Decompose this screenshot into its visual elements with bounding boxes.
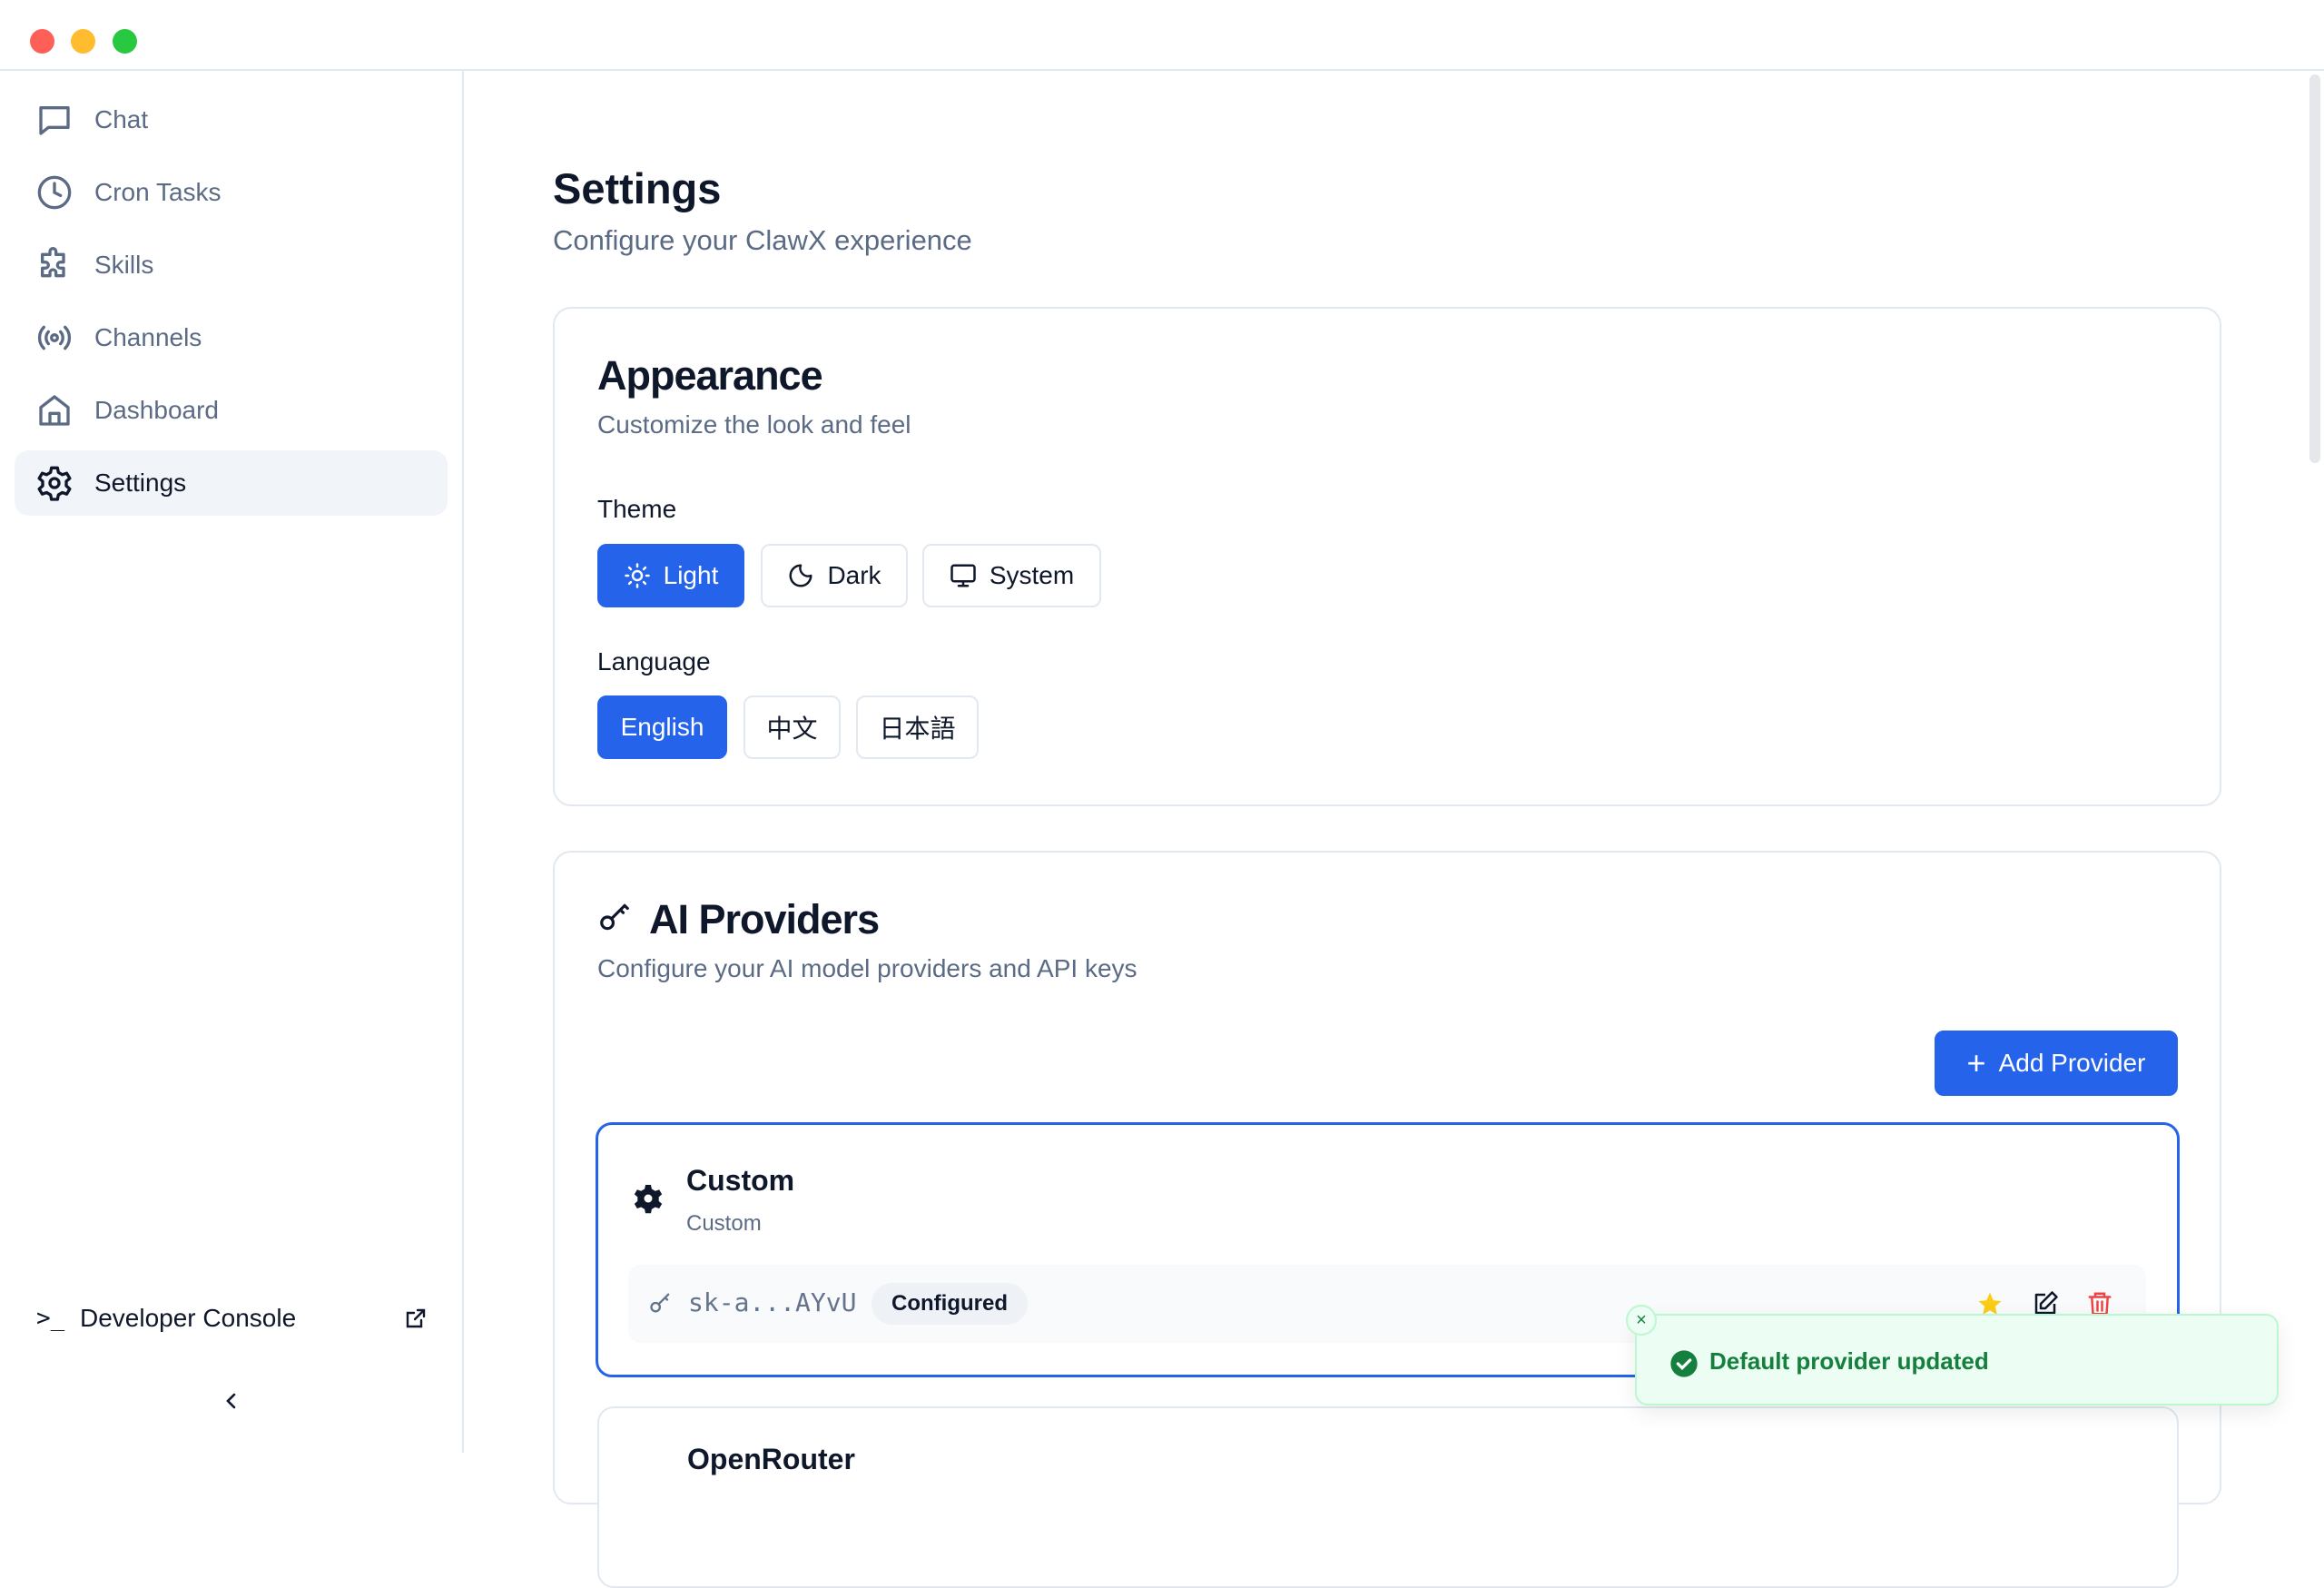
theme-label: Theme (597, 495, 677, 523)
sidebar-item-channels[interactable]: Channels (15, 305, 448, 370)
close-icon: × (1636, 1309, 1647, 1330)
gear-icon (37, 466, 72, 501)
theme-label-text: Dark (827, 561, 881, 589)
sidebar-item-skills[interactable]: Skills (15, 232, 448, 298)
page-subtitle: Configure your ClawX experience (553, 224, 972, 256)
developer-console-label: Developer Console (80, 1304, 297, 1332)
close-window-button[interactable] (30, 29, 54, 54)
language-text: 中文 (766, 715, 818, 743)
toast-close-button[interactable]: × (1626, 1305, 1657, 1336)
provider-name: Custom (686, 1164, 795, 1197)
edit-icon[interactable] (2032, 1290, 2059, 1317)
provider-type: Custom (686, 1211, 762, 1236)
theme-light-button[interactable]: Light (597, 544, 744, 607)
provider-name: OpenRouter (687, 1443, 855, 1475)
key-icon (650, 1293, 670, 1313)
appearance-card: Appearance Customize the look and feel T… (553, 307, 2221, 806)
appearance-title: Appearance (597, 352, 823, 399)
language-label: Language (597, 647, 711, 676)
moon-icon (789, 564, 812, 587)
sidebar-item-dashboard[interactable]: Dashboard (15, 378, 448, 443)
add-provider-label: Add Provider (1998, 1049, 2146, 1077)
title-bar (0, 0, 2324, 71)
home-icon (39, 395, 70, 426)
api-key-masked: sk-a...AYvU (688, 1287, 857, 1317)
theme-dark-button[interactable]: Dark (761, 544, 908, 607)
sidebar-item-label: Skills (94, 251, 154, 279)
sidebar-item-label: Settings (94, 469, 187, 497)
external-link-icon (406, 1308, 426, 1328)
api-key-row: sk-a...AYvU Configured (628, 1265, 2146, 1343)
sidebar-item-label: Cron Tasks (94, 178, 222, 206)
collapse-sidebar-icon[interactable] (221, 1390, 242, 1412)
clock-icon (37, 175, 72, 210)
toast-message: Default provider updated (1709, 1347, 1989, 1375)
sidebar-item-label: Dashboard (94, 396, 219, 424)
puzzle-icon (41, 247, 65, 278)
terminal-icon: >_ (36, 1305, 65, 1332)
language-english-button[interactable]: English (597, 695, 727, 759)
providers-subtitle: Configure your AI model providers and AP… (597, 954, 1137, 982)
appearance-subtitle: Customize the look and feel (597, 410, 911, 439)
monitor-icon (950, 564, 976, 587)
language-chinese-button[interactable]: 中文 (743, 695, 841, 759)
sidebar-item-settings[interactable]: Settings (15, 450, 448, 516)
sidebar: Chat Cron Tasks Skills Channels Dashboar… (0, 71, 464, 1453)
gear-icon (634, 1185, 663, 1214)
ai-providers-card: AI Providers Configure your AI model pro… (553, 851, 2221, 1588)
radio-icon (37, 325, 72, 350)
language-text: 日本語 (879, 715, 956, 743)
sidebar-item-cron-tasks[interactable]: Cron Tasks (15, 160, 448, 225)
language-text: English (620, 713, 704, 741)
sun-icon (624, 563, 650, 588)
page-title: Settings (553, 164, 722, 212)
plus-icon: + (1966, 1044, 1986, 1081)
check-circle-icon (1670, 1350, 1698, 1377)
developer-console-link[interactable]: >_ Developer Console (15, 1287, 448, 1349)
maximize-window-button[interactable] (113, 29, 137, 54)
star-icon[interactable] (1976, 1290, 2004, 1317)
scrollbar[interactable] (2309, 74, 2320, 463)
status-badge: Configured (872, 1283, 1028, 1325)
add-provider-button[interactable]: + Add Provider (1935, 1031, 2178, 1096)
theme-system-button[interactable]: System (922, 544, 1101, 607)
minimize-window-button[interactable] (71, 29, 95, 54)
language-japanese-button[interactable]: 日本語 (856, 695, 979, 759)
chat-icon (39, 106, 70, 135)
sidebar-item-chat[interactable]: Chat (15, 87, 448, 153)
key-icon (600, 903, 629, 931)
provider-card-openrouter[interactable]: OpenRouter (597, 1406, 2179, 1588)
providers-title: AI Providers (649, 896, 880, 942)
toast-notification: Default provider updated (1635, 1314, 2279, 1406)
sidebar-item-label: Channels (94, 323, 202, 351)
theme-label-text: System (989, 561, 1075, 589)
theme-label-text: Light (663, 561, 719, 589)
sidebar-item-label: Chat (94, 105, 149, 133)
